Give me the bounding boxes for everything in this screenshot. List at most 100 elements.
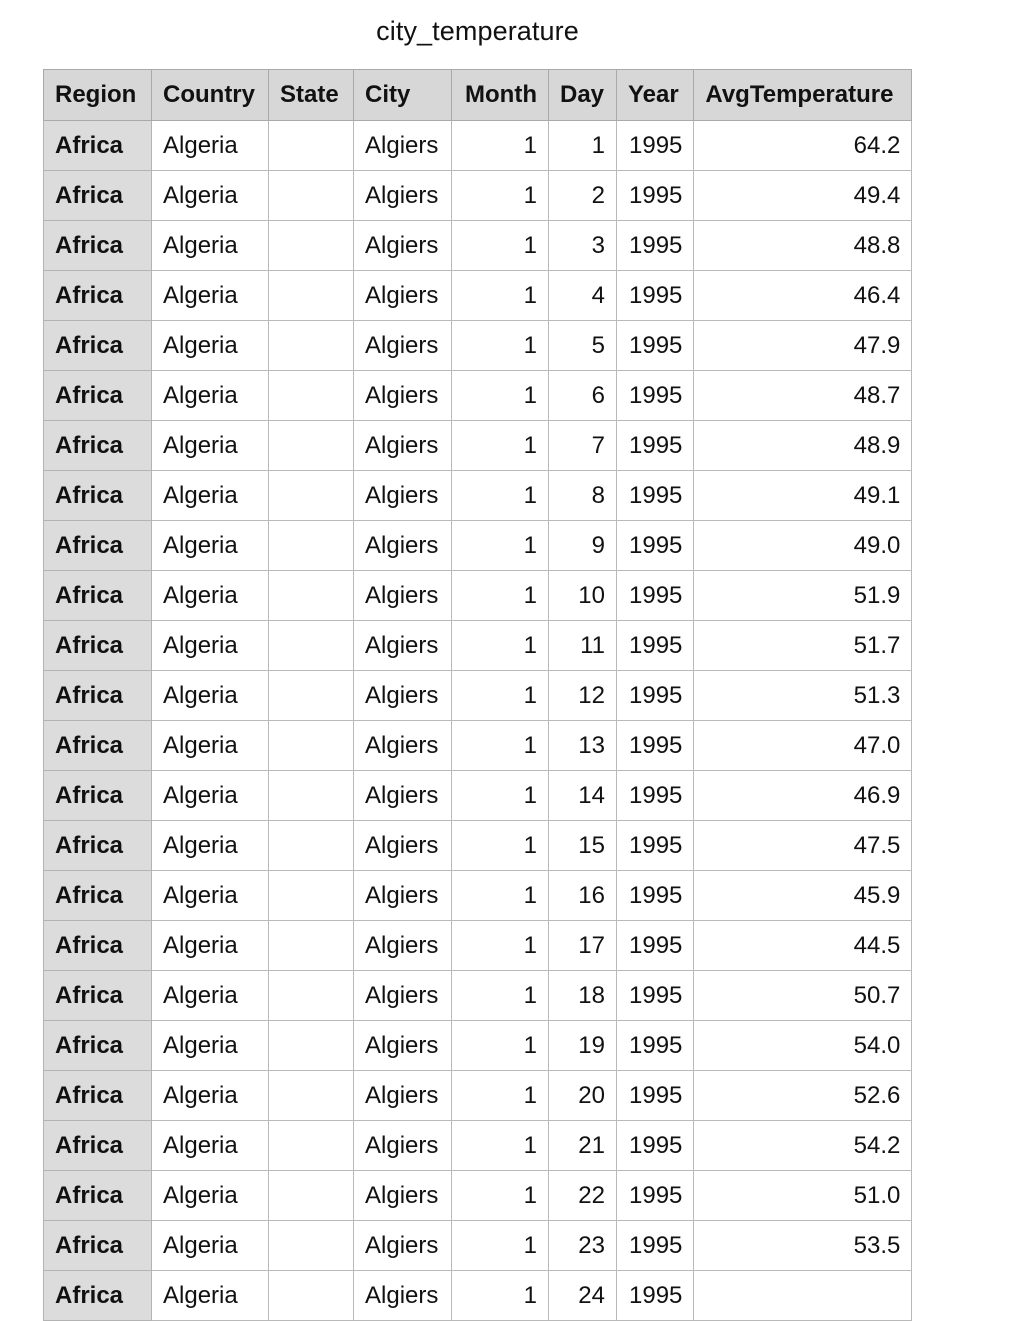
cell-state[interactable]: [268, 520, 354, 571]
cell-country[interactable]: Algeria: [151, 1070, 269, 1121]
cell-month[interactable]: 1: [451, 720, 549, 771]
cell-day[interactable]: 18: [548, 970, 617, 1021]
column-header-state[interactable]: State: [268, 69, 354, 121]
cell-city[interactable]: Algiers: [353, 720, 452, 771]
cell-country[interactable]: Algeria: [151, 470, 269, 521]
cell-avgtemperature[interactable]: 44.5: [693, 920, 913, 971]
cell-avgtemperature[interactable]: 50.7: [693, 970, 913, 1021]
cell-city[interactable]: Algiers: [353, 170, 452, 221]
cell-state[interactable]: [268, 970, 354, 1021]
cell-region[interactable]: Africa: [43, 420, 152, 471]
cell-city[interactable]: Algiers: [353, 620, 452, 671]
cell-state[interactable]: [268, 270, 354, 321]
cell-region[interactable]: Africa: [43, 770, 152, 821]
cell-avgtemperature[interactable]: 46.9: [693, 770, 913, 821]
cell-state[interactable]: [268, 1020, 354, 1071]
cell-city[interactable]: Algiers: [353, 670, 452, 721]
cell-city[interactable]: Algiers: [353, 1270, 452, 1321]
cell-country[interactable]: Algeria: [151, 620, 269, 671]
cell-month[interactable]: 1: [451, 170, 549, 221]
cell-month[interactable]: 1: [451, 420, 549, 471]
cell-state[interactable]: [268, 470, 354, 521]
cell-country[interactable]: Algeria: [151, 420, 269, 471]
column-header-country[interactable]: Country: [151, 69, 269, 121]
cell-month[interactable]: 1: [451, 820, 549, 871]
cell-region[interactable]: Africa: [43, 620, 152, 671]
cell-year[interactable]: 1995: [615, 1070, 695, 1121]
cell-country[interactable]: Algeria: [151, 1220, 269, 1271]
cell-month[interactable]: 1: [451, 520, 549, 571]
cell-country[interactable]: Algeria: [151, 220, 269, 271]
cell-avgtemperature[interactable]: 51.7: [693, 620, 913, 671]
cell-year[interactable]: 1995: [615, 670, 695, 721]
cell-year[interactable]: 1995: [615, 970, 695, 1021]
cell-country[interactable]: Algeria: [151, 870, 269, 921]
cell-region[interactable]: Africa: [43, 870, 152, 921]
cell-state[interactable]: [268, 570, 354, 621]
cell-month[interactable]: 1: [451, 370, 549, 421]
cell-state[interactable]: [268, 720, 354, 771]
cell-month[interactable]: 1: [451, 670, 549, 721]
cell-country[interactable]: Algeria: [151, 820, 269, 871]
cell-city[interactable]: Algiers: [353, 770, 452, 821]
cell-month[interactable]: 1: [451, 570, 549, 621]
cell-country[interactable]: Algeria: [151, 120, 269, 171]
cell-avgtemperature[interactable]: 51.3: [693, 670, 913, 721]
cell-avgtemperature[interactable]: 47.9: [693, 320, 913, 371]
cell-state[interactable]: [268, 1220, 354, 1271]
cell-avgtemperature[interactable]: 51.0: [693, 1170, 913, 1221]
cell-avgtemperature[interactable]: 46.4: [693, 270, 913, 321]
cell-city[interactable]: Algiers: [353, 870, 452, 921]
cell-country[interactable]: Algeria: [151, 1170, 269, 1221]
column-header-city[interactable]: City: [353, 69, 452, 121]
cell-state[interactable]: [268, 920, 354, 971]
cell-day[interactable]: 4: [548, 270, 617, 321]
cell-year[interactable]: 1995: [615, 470, 695, 521]
cell-year[interactable]: 1995: [615, 1170, 695, 1221]
cell-state[interactable]: [268, 1270, 354, 1321]
cell-avgtemperature[interactable]: 49.1: [693, 470, 913, 521]
column-header-avgtemperature[interactable]: AvgTemperature: [693, 69, 913, 121]
column-header-region[interactable]: Region: [43, 69, 152, 121]
cell-city[interactable]: Algiers: [353, 270, 452, 321]
cell-avgtemperature[interactable]: [693, 1270, 913, 1321]
cell-region[interactable]: Africa: [43, 370, 152, 421]
cell-region[interactable]: Africa: [43, 1220, 152, 1271]
cell-month[interactable]: 1: [451, 770, 549, 821]
cell-day[interactable]: 5: [548, 320, 617, 371]
cell-avgtemperature[interactable]: 47.5: [693, 820, 913, 871]
cell-city[interactable]: Algiers: [353, 370, 452, 421]
cell-month[interactable]: 1: [451, 120, 549, 171]
column-header-day[interactable]: Day: [548, 69, 617, 121]
cell-avgtemperature[interactable]: 54.0: [693, 1020, 913, 1071]
cell-month[interactable]: 1: [451, 270, 549, 321]
cell-state[interactable]: [268, 370, 354, 421]
cell-avgtemperature[interactable]: 53.5: [693, 1220, 913, 1271]
cell-country[interactable]: Algeria: [151, 570, 269, 621]
cell-avgtemperature[interactable]: 64.2: [693, 120, 913, 171]
cell-region[interactable]: Africa: [43, 270, 152, 321]
cell-country[interactable]: Algeria: [151, 720, 269, 771]
cell-city[interactable]: Algiers: [353, 420, 452, 471]
cell-year[interactable]: 1995: [615, 1270, 695, 1321]
cell-country[interactable]: Algeria: [151, 320, 269, 371]
cell-day[interactable]: 6: [548, 370, 617, 421]
cell-state[interactable]: [268, 1120, 354, 1171]
cell-day[interactable]: 12: [548, 670, 617, 721]
cell-year[interactable]: 1995: [615, 320, 695, 371]
cell-year[interactable]: 1995: [615, 1120, 695, 1171]
cell-day[interactable]: 17: [548, 920, 617, 971]
cell-state[interactable]: [268, 220, 354, 271]
cell-day[interactable]: 16: [548, 870, 617, 921]
cell-month[interactable]: 1: [451, 620, 549, 671]
cell-region[interactable]: Africa: [43, 820, 152, 871]
cell-state[interactable]: [268, 320, 354, 371]
cell-month[interactable]: 1: [451, 1120, 549, 1171]
cell-state[interactable]: [268, 870, 354, 921]
cell-city[interactable]: Algiers: [353, 220, 452, 271]
cell-region[interactable]: Africa: [43, 1270, 152, 1321]
cell-state[interactable]: [268, 820, 354, 871]
cell-year[interactable]: 1995: [615, 270, 695, 321]
cell-region[interactable]: Africa: [43, 1170, 152, 1221]
cell-state[interactable]: [268, 120, 354, 171]
